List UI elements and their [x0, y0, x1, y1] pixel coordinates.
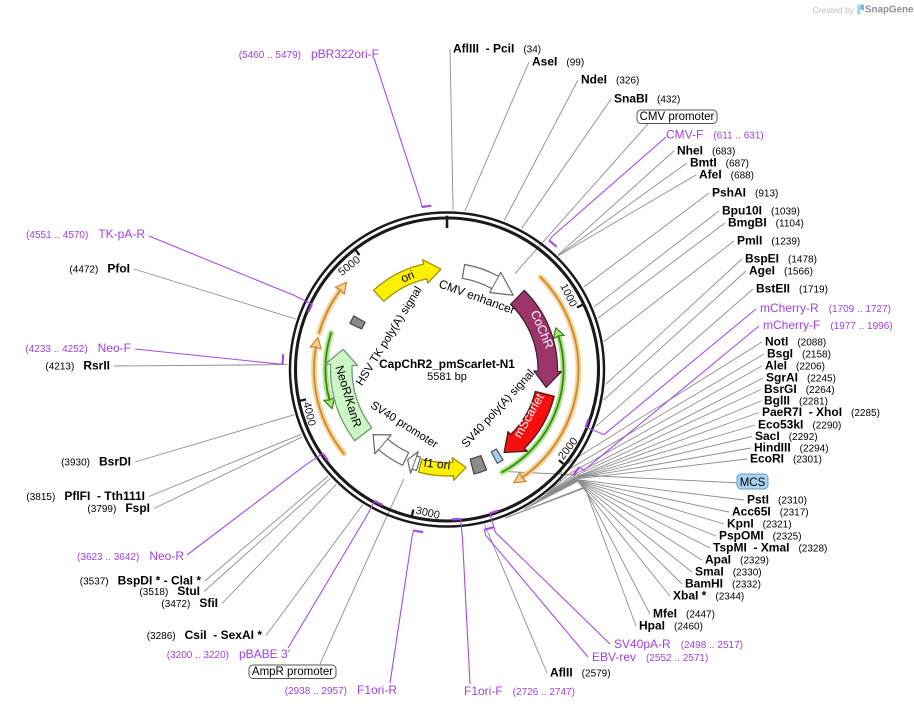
svg-text:(3537)BspDI * - ClaI *: (3537) BspDI * - ClaI * — [80, 574, 202, 588]
svg-text:Bpu10I(1039): Bpu10I (1039) — [722, 204, 800, 218]
svg-text:F1ori-F(2726 .. 2747): F1ori-F (2726 .. 2747) — [464, 684, 575, 698]
svg-text:CapChR2_pmScarlet-N1: CapChR2_pmScarlet-N1 — [379, 357, 515, 371]
svg-text:(4233 .. 4252)Neo-F: (4233 .. 4252) Neo-F — [25, 341, 131, 355]
svg-text:Acc65I(2317): Acc65I (2317) — [732, 505, 809, 519]
svg-text:4000: 4000 — [300, 401, 317, 428]
svg-text:(4551 .. 4570)TK-pA-R: (4551 .. 4570) TK-pA-R — [26, 227, 145, 241]
svg-text:ori: ori — [399, 267, 417, 285]
svg-text:PspOMI(2325): PspOMI (2325) — [719, 529, 802, 543]
svg-text:(2938 .. 2957)F1ori-R: (2938 .. 2957) F1ori-R — [285, 683, 398, 697]
svg-text:(3930)BsrDI: (3930) BsrDI — [61, 455, 131, 469]
svg-text:(3815)PflFI - Tth111I: (3815) PflFI - Tth111I — [26, 489, 145, 503]
svg-text:f1 ori: f1 ori — [423, 456, 451, 473]
svg-text:5581 bp: 5581 bp — [427, 371, 467, 383]
svg-text:EBV-rev(2552 .. 2571): EBV-rev (2552 .. 2571) — [592, 650, 708, 664]
svg-text:Created by: Created by — [812, 5, 854, 15]
svg-text:TspMI - XmaI(2328): TspMI - XmaI (2328) — [713, 541, 827, 555]
svg-text:AmpR promoter: AmpR promoter — [252, 666, 333, 678]
svg-text:CMV promoter: CMV promoter — [640, 111, 715, 123]
svg-text:(3200 .. 3220)pBABE 3': (3200 .. 3220) pBABE 3' — [167, 647, 290, 661]
svg-text:PaeR7I - XhoI(2285): PaeR7I - XhoI (2285) — [762, 405, 880, 419]
svg-text:SnaBI(432): SnaBI (432) — [614, 92, 680, 106]
svg-text:SnapGene: SnapGene — [865, 5, 914, 16]
svg-text:Eco53kI(2290): Eco53kI (2290) — [758, 418, 841, 432]
svg-text:(5460 .. 5479)pBR322ori-F: (5460 .. 5479) pBR322ori-F — [239, 47, 379, 61]
svg-text:(4213)RsrII: (4213) RsrII — [45, 359, 110, 373]
svg-text:(3286)CsiI - SexAI *: (3286) CsiI - SexAI * — [147, 628, 263, 642]
svg-text:MCS: MCS — [740, 477, 766, 489]
svg-text:PshAI(913): PshAI (913) — [712, 186, 778, 200]
svg-text:CMV-F(611 .. 631): CMV-F (611 .. 631) — [666, 128, 764, 142]
svg-text:BamHI(2332): BamHI (2332) — [685, 577, 761, 591]
svg-text:(3518)StuI: (3518) StuI — [139, 584, 200, 598]
svg-text:AflIII - PciI(34): AflIII - PciI (34) — [453, 42, 541, 56]
svg-text:(3472)SfiI: (3472) SfiI — [161, 596, 218, 610]
svg-text:(3623 .. 3642)Neo-R: (3623 .. 3642) Neo-R — [77, 549, 184, 563]
svg-text:(4472)PfoI: (4472) PfoI — [69, 262, 130, 276]
svg-text:3000: 3000 — [414, 505, 441, 522]
svg-text:BmgBI(1104): BmgBI (1104) — [728, 216, 804, 230]
svg-text:(3799)FspI: (3799) FspI — [87, 501, 150, 515]
